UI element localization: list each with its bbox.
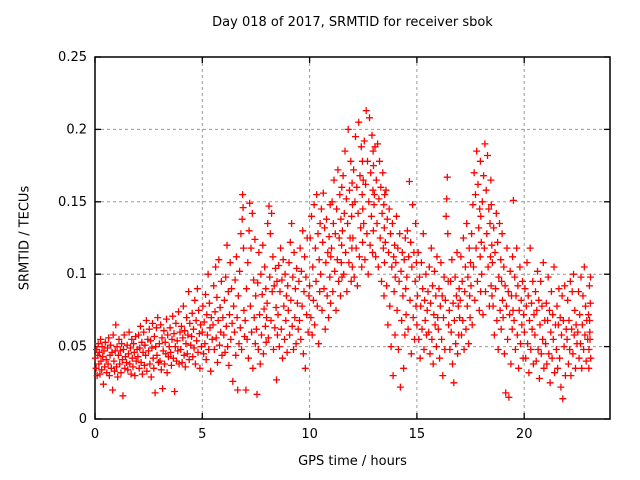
x-tick-label: 5 (198, 427, 206, 442)
plot-border (94, 56, 611, 420)
y-tick-label: 0.05 (58, 340, 87, 355)
data-points (91, 107, 595, 403)
x-tick-label: 0 (91, 427, 99, 442)
y-tick-label: 0.15 (58, 195, 87, 210)
chart-title: Day 018 of 2017, SRMTID for receiver sbo… (212, 15, 493, 30)
x-tick-label: 10 (301, 427, 318, 442)
y-tick-label: 0 (79, 412, 87, 427)
x-axis-label: GPS time / hours (298, 454, 407, 469)
x-tick-labels: 0 5 10 15 20 (91, 427, 533, 442)
x-tick-label: 15 (409, 427, 426, 442)
y-tick-label: 0.25 (58, 50, 87, 65)
y-tick-label: 0.2 (66, 122, 87, 137)
y-tick-label: 0.1 (66, 267, 87, 282)
x-tick-label: 20 (516, 427, 533, 442)
y-tick-labels: 0 0.05 0.1 0.15 0.2 0.25 (58, 50, 87, 427)
